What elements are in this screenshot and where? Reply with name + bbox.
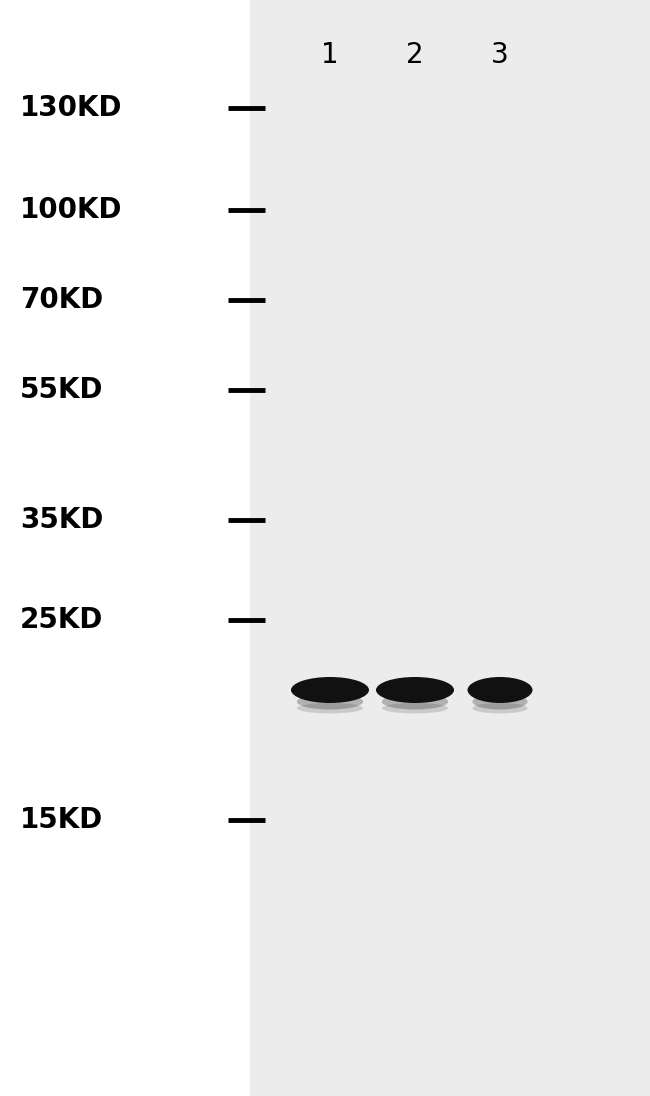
Text: 15KD: 15KD bbox=[20, 806, 103, 834]
Ellipse shape bbox=[297, 703, 363, 713]
Text: 35KD: 35KD bbox=[20, 506, 103, 534]
Ellipse shape bbox=[376, 677, 454, 703]
Text: 55KD: 55KD bbox=[20, 376, 103, 404]
Ellipse shape bbox=[467, 677, 532, 703]
Bar bbox=[250, 0, 650, 1096]
Ellipse shape bbox=[382, 694, 448, 709]
Text: 25KD: 25KD bbox=[20, 606, 103, 633]
Ellipse shape bbox=[473, 694, 528, 709]
Text: 70KD: 70KD bbox=[20, 286, 103, 313]
Text: 3: 3 bbox=[491, 41, 509, 69]
Ellipse shape bbox=[291, 677, 369, 703]
Ellipse shape bbox=[382, 703, 448, 713]
Text: 1: 1 bbox=[321, 41, 339, 69]
Text: 130KD: 130KD bbox=[20, 94, 122, 122]
Ellipse shape bbox=[473, 703, 528, 713]
Text: 100KD: 100KD bbox=[20, 196, 122, 224]
Ellipse shape bbox=[297, 694, 363, 709]
Text: 2: 2 bbox=[406, 41, 424, 69]
